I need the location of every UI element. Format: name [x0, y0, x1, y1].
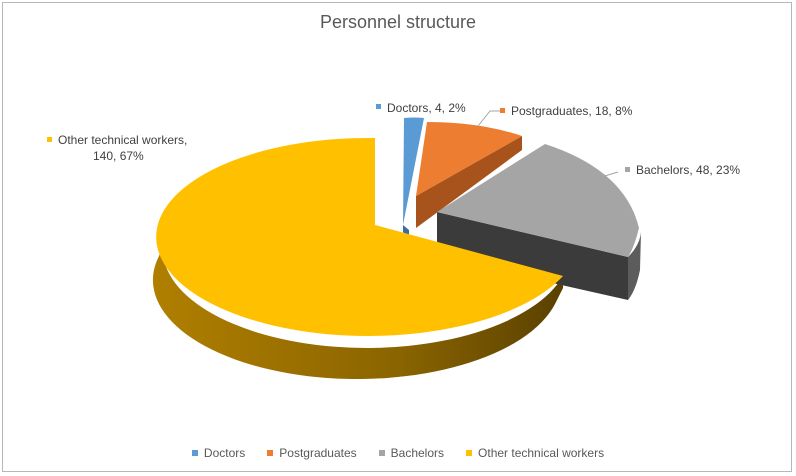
pie-slice-doctors [403, 117, 424, 225]
pie-slice-other [156, 137, 563, 336]
legend-swatch-postgraduates [267, 450, 274, 456]
label-marker-bachelors [625, 167, 630, 172]
legend-swatch-doctors [191, 450, 198, 456]
pie-slice-postgraduates [416, 122, 522, 196]
label-marker-doctors [376, 104, 381, 109]
chart-legend: Doctors Postgraduates Bachelors Other te… [0, 446, 796, 460]
label-marker-postgraduates [500, 108, 505, 113]
label-marker-other [47, 137, 52, 142]
legend-label-doctors: Doctors [203, 446, 246, 460]
data-label-doctors: Doctors, 4, 2% [387, 101, 466, 115]
pie-side-postgraduates [416, 136, 522, 228]
data-label-postgraduates: Postgraduates, 18, 8% [511, 104, 633, 118]
pie-side-other [152, 244, 563, 380]
legend-label-other: Other technical workers [478, 446, 605, 460]
legend-item-other: Other technical workers [466, 446, 604, 460]
legend-label-postgraduates: Postgraduates [279, 446, 357, 460]
data-label-bachelors: Bachelors, 48, 23% [636, 163, 740, 177]
legend-item-doctors: Doctors [191, 446, 246, 460]
leader-line-postgraduates [477, 110, 500, 127]
legend-swatch-other [466, 450, 473, 456]
legend-item-postgraduates: Postgraduates [267, 446, 357, 460]
leader-line-bachelors [597, 171, 619, 179]
pie-side-bachelors-cut [437, 212, 628, 300]
data-label-other-line2: 140, 67% [93, 149, 144, 163]
pie-slice-bachelors [437, 144, 639, 257]
data-label-other-line1: Other technical workers, [58, 133, 187, 147]
legend-swatch-bachelors [378, 450, 385, 456]
legend-item-bachelors: Bachelors [378, 446, 445, 460]
chart-title: Personnel structure [319, 12, 477, 32]
pie-side-bachelors [628, 232, 641, 300]
legend-label-bachelors: Bachelors [390, 446, 445, 460]
